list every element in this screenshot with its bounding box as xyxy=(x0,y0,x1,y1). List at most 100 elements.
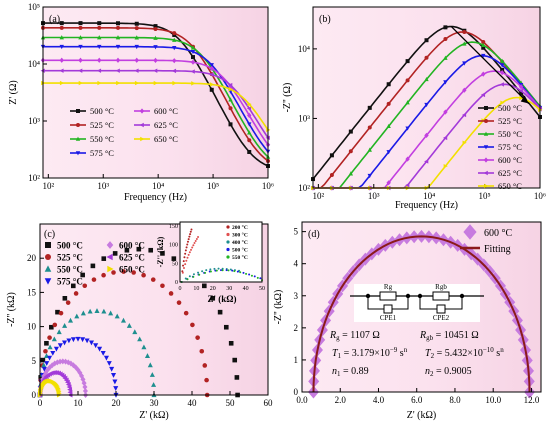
data-point-a xyxy=(97,25,102,30)
inset-legend-label: 400 °C xyxy=(232,239,248,246)
inset-legend-label: 550 °C xyxy=(232,254,248,261)
data-point-c xyxy=(97,346,103,352)
data-point-c xyxy=(80,272,85,278)
data-point-c xyxy=(101,256,107,261)
inset-point xyxy=(214,269,217,272)
inset-point xyxy=(215,269,218,272)
data-point-a xyxy=(153,68,158,73)
plot-frame xyxy=(312,6,541,189)
legend-label: Fitting xyxy=(484,244,511,255)
inset-legend-label: 500 °C xyxy=(232,247,248,254)
data-point-b xyxy=(405,126,410,131)
data-point-c xyxy=(66,338,72,344)
legend-marker xyxy=(140,136,145,142)
data-point-c xyxy=(160,251,165,256)
inset-point xyxy=(217,267,220,270)
x-axis-title: Z' (kΩ) xyxy=(139,410,169,421)
data-point-a xyxy=(59,35,64,40)
data-point-a xyxy=(59,57,64,63)
data-point-c xyxy=(136,246,142,252)
data-point-a xyxy=(115,57,121,63)
circuit-label: CPE2 xyxy=(433,314,450,322)
legend-label: 600 °C xyxy=(119,241,145,251)
data-point-b xyxy=(405,78,410,83)
data-point-a xyxy=(190,59,196,65)
data-point-a xyxy=(190,49,196,55)
data-point-c xyxy=(52,360,58,367)
legend-label: 500 °C xyxy=(57,241,83,251)
data-point-c xyxy=(62,323,68,328)
data-point-c xyxy=(168,291,174,296)
inset-point xyxy=(181,270,184,273)
x-tick-label: 50 xyxy=(226,398,236,408)
data-point-a xyxy=(134,57,139,63)
data-point-b xyxy=(367,125,372,130)
data-point-b xyxy=(443,135,448,141)
data-point-c xyxy=(217,309,223,315)
data-point-a xyxy=(78,80,83,86)
legend-label: 600 °C xyxy=(154,106,178,116)
inset-x-tick-label: 20 xyxy=(210,286,216,292)
data-point-a xyxy=(97,35,102,40)
inset-legend-label: 200 °C xyxy=(232,224,248,231)
data-point-c xyxy=(131,270,136,275)
data-point-b xyxy=(348,171,354,176)
inset-x-tick-label: 30 xyxy=(226,286,232,292)
circuit-label: Rg xyxy=(384,283,393,291)
data-point-b xyxy=(405,59,410,64)
data-point-c xyxy=(49,362,55,369)
y-tick-label: 10³ xyxy=(298,113,310,123)
data-point-a xyxy=(78,44,83,50)
data-point-a xyxy=(134,68,139,73)
data-point-c xyxy=(49,324,54,330)
data-point-c xyxy=(51,336,57,342)
data-point-c xyxy=(63,358,69,365)
inset-legend-marker xyxy=(226,255,230,259)
legend-marker xyxy=(106,241,114,249)
inset-point xyxy=(193,242,196,245)
data-point-a xyxy=(116,80,121,86)
data-point-c xyxy=(40,357,46,363)
data-point-a xyxy=(247,122,252,127)
inset-point xyxy=(250,274,253,277)
data-point-c xyxy=(47,335,52,340)
data-point-a xyxy=(172,31,177,36)
legend-label: 575 °C xyxy=(90,148,114,158)
data-point-a xyxy=(78,35,83,40)
data-point-a xyxy=(96,68,102,73)
legend-marker xyxy=(107,265,114,273)
data-point-c xyxy=(53,346,59,352)
inset-point xyxy=(184,249,187,252)
data-point-c xyxy=(101,272,106,278)
inset-point xyxy=(184,263,187,266)
legend-marker xyxy=(139,122,144,128)
legend-marker xyxy=(484,106,488,110)
panel-label: (d) xyxy=(308,229,320,240)
y-tick-label: 10⁵ xyxy=(28,2,40,12)
legend-label: 625 °C xyxy=(154,120,178,130)
data-point-b xyxy=(499,82,504,87)
data-point-a xyxy=(209,87,214,92)
data-point-a xyxy=(228,97,233,102)
data-point-b xyxy=(462,87,467,93)
inset-point xyxy=(189,233,192,236)
data-point-b xyxy=(481,53,486,59)
x-tick-label: 0.0 xyxy=(296,395,308,405)
inset-point xyxy=(259,277,262,280)
data-point-c xyxy=(151,382,157,387)
y-tick-label: 15 xyxy=(27,287,37,297)
data-point-a xyxy=(190,45,196,50)
data-point-c xyxy=(87,308,93,314)
inset-point xyxy=(190,248,193,251)
inset-point xyxy=(183,256,186,259)
data-point-c xyxy=(144,353,151,358)
inset-point xyxy=(231,269,234,272)
data-point-c xyxy=(74,313,80,319)
data-point-b xyxy=(424,38,429,43)
inset-point xyxy=(195,237,198,240)
x-tick-label: 0 xyxy=(38,398,43,408)
inset-point xyxy=(205,269,208,272)
data-point-c xyxy=(190,322,195,328)
inset-x-axis-title: Z' (kΩ) xyxy=(208,294,237,304)
